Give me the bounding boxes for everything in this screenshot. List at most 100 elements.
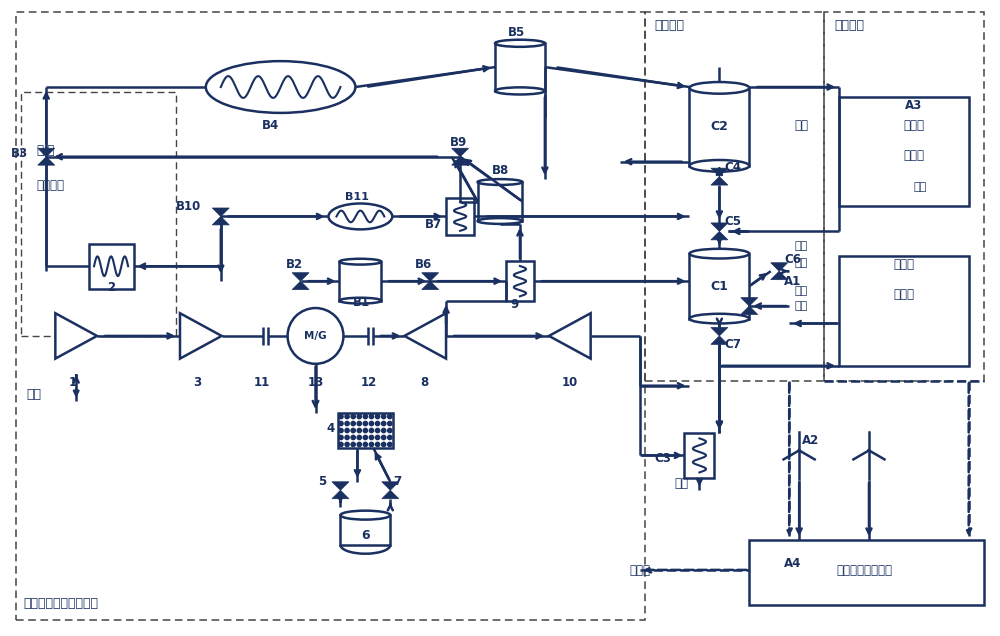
Circle shape [345, 415, 349, 418]
Circle shape [351, 442, 355, 446]
Polygon shape [332, 490, 349, 499]
Text: 10: 10 [562, 376, 578, 389]
Circle shape [357, 442, 361, 446]
Bar [338, 413, 393, 448]
Circle shape [288, 308, 343, 364]
Ellipse shape [328, 204, 392, 230]
Text: B4: B4 [262, 119, 279, 132]
Text: 电源模块: 电源模块 [834, 19, 864, 32]
Circle shape [388, 422, 392, 425]
Circle shape [363, 422, 368, 425]
Polygon shape [711, 177, 728, 185]
Circle shape [388, 436, 392, 439]
Text: B11: B11 [345, 191, 369, 202]
Bar [340, 515, 390, 545]
Text: 8: 8 [420, 376, 428, 389]
Ellipse shape [495, 87, 545, 95]
Ellipse shape [689, 160, 749, 172]
Circle shape [357, 436, 361, 439]
Bar [21, 92, 176, 336]
Bar [689, 88, 749, 166]
Polygon shape [292, 281, 309, 289]
Bar [89, 244, 134, 289]
Text: 智能调度控制系统: 智能调度控制系统 [836, 564, 892, 577]
Text: M/G: M/G [304, 331, 327, 341]
Polygon shape [180, 313, 222, 359]
Circle shape [375, 436, 380, 439]
Text: A4: A4 [784, 557, 802, 570]
Text: C3: C3 [655, 452, 671, 466]
Circle shape [382, 422, 386, 425]
Ellipse shape [478, 179, 522, 185]
Text: 电负荷: 电负荷 [630, 564, 651, 577]
Text: A1: A1 [784, 275, 801, 288]
Circle shape [867, 448, 871, 452]
Polygon shape [711, 336, 728, 344]
Circle shape [339, 436, 343, 439]
Circle shape [375, 429, 380, 432]
Text: 13: 13 [307, 376, 324, 389]
Bar [749, 540, 984, 605]
Circle shape [345, 429, 349, 432]
Circle shape [369, 429, 374, 432]
Text: 蓄热模块: 蓄热模块 [36, 179, 64, 191]
Circle shape [388, 415, 392, 418]
Circle shape [345, 442, 349, 446]
Circle shape [363, 429, 368, 432]
Bar [645, 12, 824, 381]
Circle shape [345, 436, 349, 439]
Polygon shape [212, 216, 229, 225]
Bar [478, 182, 522, 221]
Text: C4: C4 [724, 161, 741, 174]
Polygon shape [212, 208, 229, 216]
Circle shape [369, 436, 374, 439]
Text: B5: B5 [508, 26, 525, 39]
Polygon shape [38, 148, 55, 156]
Ellipse shape [340, 511, 390, 520]
Text: C7: C7 [724, 338, 741, 351]
Text: B7: B7 [425, 218, 442, 232]
Circle shape [363, 436, 368, 439]
Text: B2: B2 [286, 258, 303, 271]
Polygon shape [711, 232, 728, 240]
Polygon shape [422, 281, 439, 289]
Polygon shape [741, 306, 758, 315]
Text: 凝机组: 凝机组 [893, 288, 914, 301]
Circle shape [339, 415, 343, 418]
Text: 给水: 给水 [794, 258, 807, 268]
Polygon shape [741, 298, 758, 306]
Polygon shape [452, 156, 469, 165]
Text: 2: 2 [107, 281, 115, 294]
Polygon shape [382, 490, 399, 499]
Circle shape [375, 442, 380, 446]
Text: 电/热: 电/热 [36, 144, 55, 156]
Text: 6: 6 [361, 529, 370, 541]
Bar [839, 97, 969, 207]
Text: 11: 11 [254, 376, 270, 389]
Text: 4: 4 [326, 422, 335, 436]
Text: 空气: 空气 [26, 387, 41, 401]
Ellipse shape [495, 39, 545, 47]
Bar [446, 198, 474, 235]
Polygon shape [711, 168, 728, 177]
Bar [506, 261, 534, 301]
Text: 常规冷: 常规冷 [893, 258, 914, 271]
Polygon shape [422, 273, 439, 281]
Text: 排气: 排气 [675, 477, 689, 490]
Text: 热电联: 热电联 [903, 119, 924, 132]
Ellipse shape [478, 218, 522, 224]
Ellipse shape [339, 259, 381, 265]
Text: A2: A2 [802, 434, 819, 448]
Text: 供热模块: 供热模块 [655, 19, 685, 32]
Bar [16, 12, 645, 619]
Circle shape [369, 422, 374, 425]
Circle shape [363, 415, 368, 418]
Bar [339, 261, 381, 301]
Ellipse shape [689, 249, 749, 258]
Text: 5: 5 [319, 475, 327, 488]
Polygon shape [452, 148, 469, 156]
Circle shape [345, 422, 349, 425]
Polygon shape [711, 223, 728, 232]
Text: C1: C1 [710, 280, 728, 293]
Circle shape [339, 422, 343, 425]
